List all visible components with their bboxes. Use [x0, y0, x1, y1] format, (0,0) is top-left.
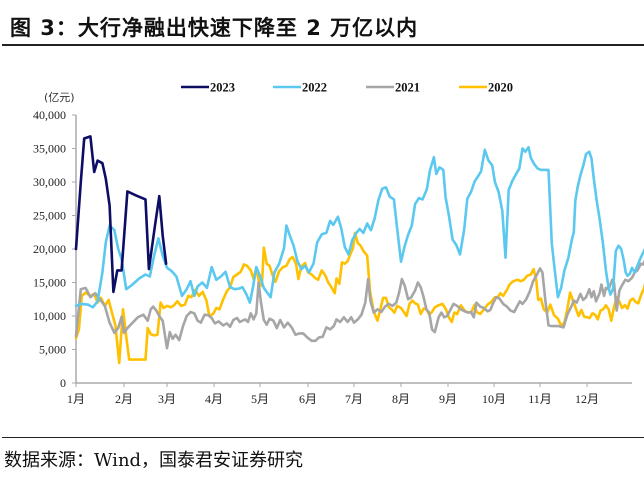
- x-tick-label: 12月: [575, 392, 599, 406]
- series-line-2021: [74, 259, 644, 350]
- x-tick-label: 3月: [158, 392, 176, 406]
- series-line-2022: [74, 145, 644, 309]
- x-tick-label: 4月: [205, 392, 223, 406]
- y-tick-label: 20,000: [33, 242, 66, 256]
- figure-title: 图 3：大行净融出快速下降至 2 万亿以内: [10, 16, 419, 40]
- y-tick-label: 40,000: [33, 108, 66, 122]
- x-tick-label: 5月: [251, 392, 269, 406]
- legend-label-2020: 2020: [488, 81, 513, 95]
- x-tick-label: 9月: [439, 392, 457, 406]
- title-rule: [2, 44, 644, 46]
- y-unit-label: (亿元): [44, 91, 75, 104]
- x-tick-label: 11月: [528, 392, 552, 406]
- legend-label-2022: 2022: [302, 81, 327, 95]
- x-tick-label: 10月: [482, 392, 506, 406]
- series-group: [74, 135, 644, 365]
- y-tick-label: 0: [60, 376, 66, 390]
- x-tick-label: 1月: [67, 392, 85, 406]
- series-line-2023: [74, 135, 168, 294]
- legend-label-2023: 2023: [210, 81, 235, 95]
- y-tick-label: 35,000: [33, 142, 66, 156]
- x-tick-label: 8月: [392, 392, 410, 406]
- source-rule: [2, 437, 644, 438]
- y-tick-label: 30,000: [33, 175, 66, 189]
- y-tick-label: 25,000: [33, 209, 66, 223]
- legend: 2023 2022 2021 2020: [181, 81, 513, 95]
- source-note: 数据来源：Wind，国泰君安证券研究: [4, 450, 304, 471]
- x-tick-label: 6月: [299, 392, 317, 406]
- legend-label-2021: 2021: [395, 81, 420, 95]
- x-tick-label: 2月: [115, 392, 133, 406]
- y-tick-label: 10,000: [33, 309, 66, 323]
- y-axis: 0 5,000 10,000 15,000 20,000 25,000 30,000 35,0…: [33, 108, 77, 390]
- y-tick-label: 15,000: [33, 276, 66, 290]
- x-tick-label: 7月: [345, 392, 363, 406]
- y-tick-label: 5,000: [39, 343, 66, 357]
- x-axis: 1月 2月 3月 4月 5月 6月 7月 8月 9月 10月 11月 12月: [67, 382, 632, 406]
